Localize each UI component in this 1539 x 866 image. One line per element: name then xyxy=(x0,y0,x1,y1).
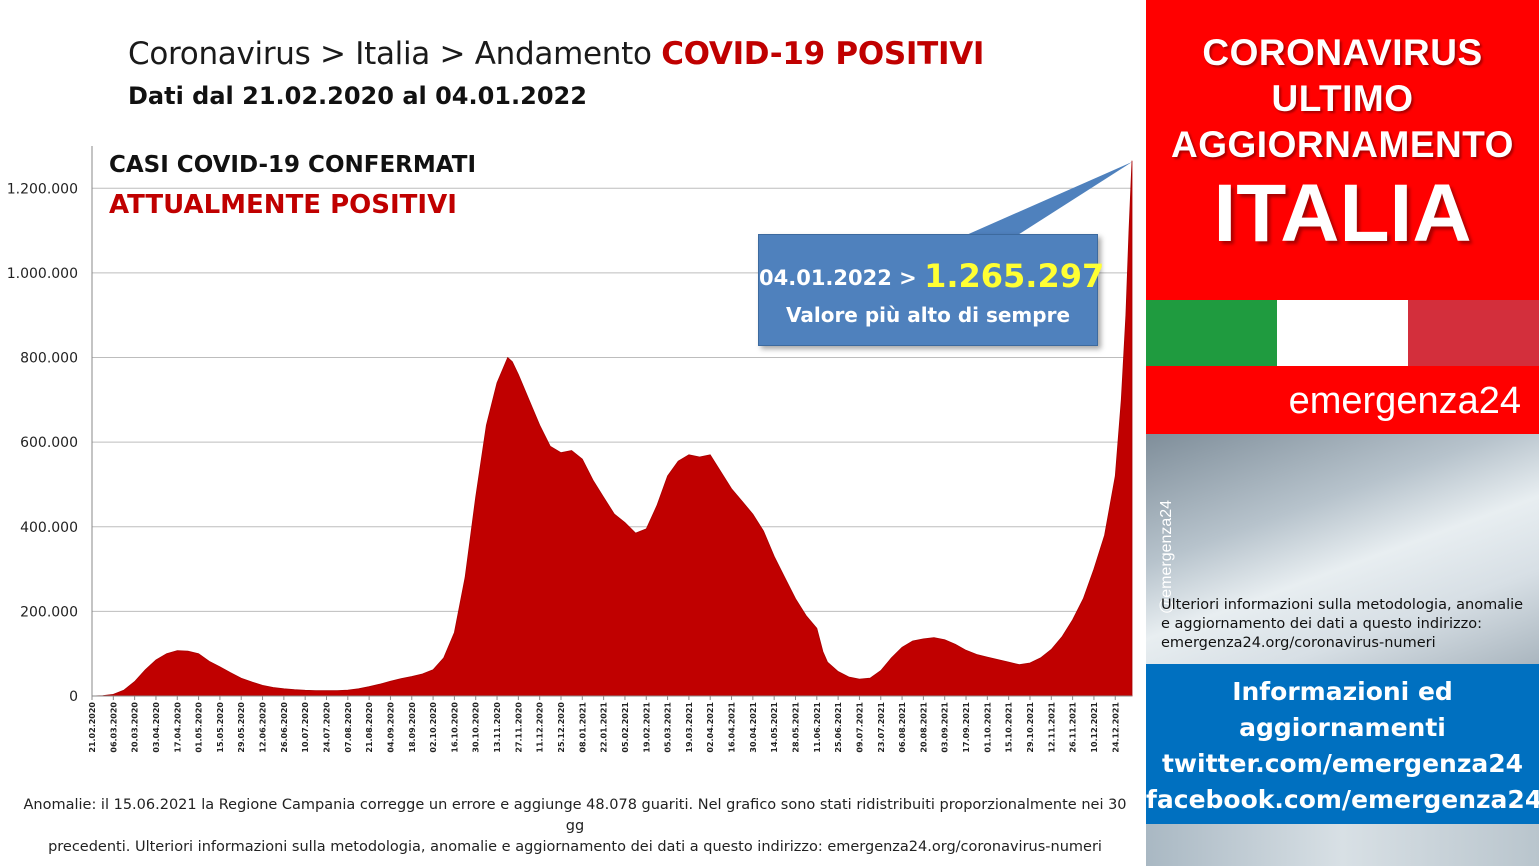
social-handle: @emergenza24 xyxy=(1158,499,1175,614)
y-tick-label: 800.000 xyxy=(20,351,78,367)
flag-white-stripe xyxy=(1277,300,1408,366)
x-tick-label: 18.09.2020 xyxy=(408,702,417,753)
x-axis-ticks: 21.02.2020 06.03.2020 20.03.2020 03.04.2020… xyxy=(88,696,1120,753)
x-tick-label: 08.01.2021 xyxy=(578,702,587,753)
x-tick-label: 09.07.2021 xyxy=(855,702,864,753)
x-tick-label: 12.06.2020 xyxy=(259,702,268,753)
y-tick-label: 0 xyxy=(69,689,78,705)
x-tick-label: 29.10.2021 xyxy=(1026,702,1035,753)
x-tick-label: 25.06.2021 xyxy=(834,702,843,753)
x-tick-label: 30.04.2021 xyxy=(749,702,758,753)
x-tick-label: 02.04.2021 xyxy=(706,702,715,753)
footnote-line1: Anomalie: il 15.06.2021 la Regione Campa… xyxy=(23,797,1127,834)
x-tick-label: 15.10.2021 xyxy=(1005,702,1014,753)
brand-logo: emergenza24 xyxy=(1146,366,1539,434)
x-tick-label: 03.04.2020 xyxy=(152,702,161,753)
sidebar-header: CORONAVIRUS ULTIMO AGGIORNAMENTO ITALIA xyxy=(1146,0,1539,300)
x-tick-label: 15.05.2020 xyxy=(216,702,225,753)
x-tick-label: 25.12.2020 xyxy=(557,702,566,753)
y-tick-label: 600.000 xyxy=(20,435,78,451)
x-tick-label: 06.03.2020 xyxy=(109,702,118,753)
x-tick-label: 17.04.2020 xyxy=(173,702,182,753)
info-line1: Informazioni ed xyxy=(1232,677,1453,706)
x-tick-label: 30.10.2020 xyxy=(472,702,481,753)
x-tick-label: 16.10.2020 xyxy=(450,702,459,753)
x-tick-label: 11.06.2021 xyxy=(813,702,822,753)
x-tick-label: 21.02.2020 xyxy=(88,702,97,753)
callout-date: 04.01.2022 > xyxy=(759,266,925,290)
area-chart: 0 200.000 400.000 600.000 800.000 1.000.000 1.… xyxy=(7,146,1133,753)
x-tick-label: 06.08.2021 xyxy=(898,702,907,753)
twitter-link[interactable]: twitter.com/emergenza24 xyxy=(1161,749,1524,778)
x-tick-label: 10.07.2020 xyxy=(301,702,310,753)
x-tick-label: 27.11.2020 xyxy=(514,702,523,753)
x-tick-label: 01.10.2021 xyxy=(983,702,992,753)
sidebar-line3: AGGIORNAMENTO xyxy=(1171,124,1514,165)
x-tick-label: 01.05.2020 xyxy=(195,702,204,753)
page-title: Coronavirus > Italia > Andamento COVID-1… xyxy=(128,36,984,72)
facebook-link[interactable]: facebook.com/emergenza24 xyxy=(1146,785,1539,814)
chart-subtitle: ATTUALMENTE POSITIVI xyxy=(109,190,457,220)
title-highlight: COVID-19 POSITIVI xyxy=(661,36,985,72)
y-tick-label: 400.000 xyxy=(20,520,78,536)
x-tick-label: 17.09.2021 xyxy=(962,702,971,753)
x-tick-label: 03.09.2021 xyxy=(941,702,950,753)
x-tick-label: 05.03.2021 xyxy=(664,702,673,753)
x-tick-label: 20.03.2020 xyxy=(131,702,140,753)
max-value-callout: 04.01.2022 > 1.265.297 Valore più alto d… xyxy=(758,234,1104,346)
social-info-box: Informazioni ed aggiornamenti twitter.co… xyxy=(1146,664,1539,824)
positive-cases-area xyxy=(91,160,1133,697)
x-tick-label: 28.05.2021 xyxy=(791,702,800,753)
x-tick-label: 23.07.2021 xyxy=(877,702,886,753)
x-tick-label: 24.12.2021 xyxy=(1111,702,1120,753)
y-axis-ticks: 0 200.000 400.000 600.000 800.000 1.000.000 1.… xyxy=(7,181,78,705)
x-tick-label: 14.05.2021 xyxy=(770,702,779,753)
methodology-note: Ulteriori informazioni sulla metodologia… xyxy=(1161,597,1524,651)
footnote: Anomalie: il 15.06.2021 la Regione Campa… xyxy=(20,795,1130,858)
callout-text: Valore più alto di sempre xyxy=(785,303,1071,327)
x-tick-label: 12.11.2021 xyxy=(1047,702,1056,753)
x-tick-label: 19.03.2021 xyxy=(685,702,694,753)
x-tick-label: 21.08.2020 xyxy=(365,702,374,753)
sidebar-photo: @emergenza24 Ulteriori informazioni sull… xyxy=(1146,434,1539,664)
x-tick-label: 24.07.2020 xyxy=(322,702,331,753)
x-tick-label: 05.02.2021 xyxy=(621,702,630,753)
sidebar: CORONAVIRUS ULTIMO AGGIORNAMENTO ITALIA … xyxy=(1146,0,1539,866)
x-tick-label: 16.04.2021 xyxy=(728,702,737,753)
x-tick-label: 11.12.2020 xyxy=(536,702,545,753)
x-tick-label: 19.02.2021 xyxy=(642,702,651,753)
x-tick-label: 26.06.2020 xyxy=(280,702,289,753)
footnote-line2: precedenti. Ulteriori informazioni sulla… xyxy=(48,839,1102,855)
y-tick-label: 1.200.000 xyxy=(7,181,78,197)
x-tick-label: 13.11.2020 xyxy=(493,702,502,753)
callout-value: 1.265.297 xyxy=(924,257,1105,295)
info-line2: aggiornamenti xyxy=(1239,713,1446,742)
flag-green-stripe xyxy=(1146,300,1277,366)
x-tick-label: 20.08.2021 xyxy=(919,702,928,753)
italian-flag-icon xyxy=(1146,300,1539,366)
x-tick-label: 26.11.2021 xyxy=(1069,702,1078,753)
x-tick-label: 07.08.2020 xyxy=(344,702,353,753)
sidebar-line2: ULTIMO xyxy=(1271,78,1414,119)
x-tick-label: 02.10.2020 xyxy=(429,702,438,753)
y-tick-label: 1.000.000 xyxy=(7,266,78,282)
y-tick-label: 200.000 xyxy=(20,604,78,620)
x-tick-label: 22.01.2021 xyxy=(600,702,609,753)
sidebar-line1: CORONAVIRUS xyxy=(1202,32,1483,73)
sidebar-country: ITALIA xyxy=(1213,168,1472,259)
x-tick-label: 04.09.2020 xyxy=(386,702,395,753)
x-tick-label: 10.12.2021 xyxy=(1090,702,1099,753)
page-subtitle: Dati dal 21.02.2020 al 04.01.2022 xyxy=(128,82,587,110)
title-prefix: Coronavirus > Italia > Andamento xyxy=(128,36,662,72)
flag-red-stripe xyxy=(1408,300,1539,366)
callout-pointer xyxy=(955,162,1132,240)
x-tick-label: 29.05.2020 xyxy=(237,702,246,753)
chart-area-series xyxy=(91,160,1133,697)
sidebar-bottom-photo xyxy=(1146,824,1539,866)
chart-title: CASI COVID-19 CONFERMATI xyxy=(109,152,476,178)
